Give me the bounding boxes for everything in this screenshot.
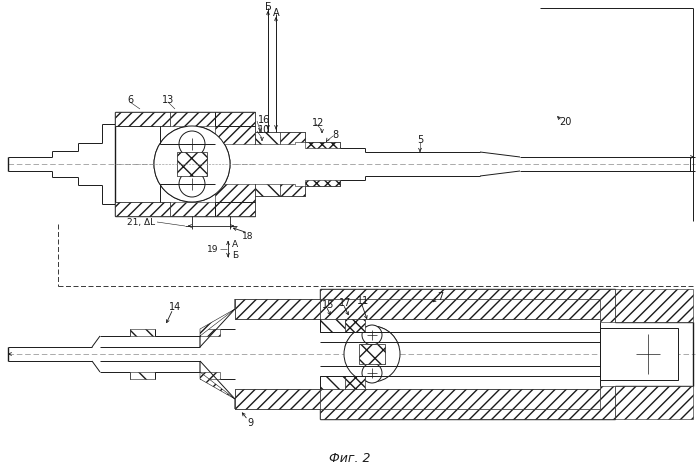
Polygon shape bbox=[280, 185, 305, 197]
Bar bbox=[177, 153, 207, 177]
Polygon shape bbox=[320, 389, 600, 409]
Text: 15: 15 bbox=[322, 299, 334, 309]
Text: 11: 11 bbox=[357, 296, 369, 306]
Text: Б: Б bbox=[265, 2, 271, 12]
Text: 18: 18 bbox=[243, 232, 254, 241]
Bar bbox=[600, 328, 678, 380]
Bar bbox=[359, 344, 385, 364]
Polygon shape bbox=[200, 329, 220, 336]
Text: 12: 12 bbox=[312, 118, 324, 128]
Polygon shape bbox=[130, 372, 155, 379]
Text: Б: Б bbox=[232, 250, 238, 259]
Text: Фиг. 2: Фиг. 2 bbox=[329, 452, 370, 465]
Circle shape bbox=[362, 363, 382, 383]
Polygon shape bbox=[215, 113, 255, 145]
Text: 14: 14 bbox=[169, 301, 181, 311]
Polygon shape bbox=[235, 299, 320, 319]
Circle shape bbox=[154, 127, 230, 203]
Polygon shape bbox=[615, 289, 693, 322]
Polygon shape bbox=[255, 185, 280, 197]
Polygon shape bbox=[345, 319, 365, 332]
Polygon shape bbox=[305, 143, 340, 149]
Text: 6: 6 bbox=[127, 95, 133, 105]
Text: 7: 7 bbox=[437, 291, 443, 301]
Polygon shape bbox=[305, 180, 340, 187]
Text: 19: 19 bbox=[206, 245, 218, 254]
Polygon shape bbox=[130, 329, 155, 336]
Polygon shape bbox=[320, 289, 615, 322]
Polygon shape bbox=[615, 386, 693, 419]
Text: 5: 5 bbox=[417, 135, 423, 145]
Polygon shape bbox=[170, 203, 215, 217]
Text: А: А bbox=[232, 240, 238, 249]
Circle shape bbox=[344, 327, 400, 382]
Polygon shape bbox=[320, 386, 615, 419]
Circle shape bbox=[362, 325, 382, 345]
Text: 21, ΔL: 21, ΔL bbox=[127, 218, 155, 227]
Polygon shape bbox=[235, 389, 320, 409]
Polygon shape bbox=[320, 319, 345, 332]
Polygon shape bbox=[320, 299, 600, 319]
Text: 10: 10 bbox=[258, 125, 271, 135]
Polygon shape bbox=[170, 113, 215, 127]
Text: 13: 13 bbox=[162, 95, 174, 105]
Text: А: А bbox=[273, 8, 280, 18]
Polygon shape bbox=[200, 299, 235, 347]
Polygon shape bbox=[115, 113, 170, 127]
Polygon shape bbox=[255, 133, 280, 145]
Polygon shape bbox=[345, 376, 365, 389]
Polygon shape bbox=[115, 203, 170, 217]
Text: 17: 17 bbox=[339, 298, 351, 307]
Text: 16: 16 bbox=[258, 115, 271, 125]
Text: 8: 8 bbox=[332, 130, 338, 140]
Text: 20: 20 bbox=[559, 117, 571, 127]
Circle shape bbox=[179, 172, 205, 198]
Polygon shape bbox=[280, 133, 305, 145]
Text: 9: 9 bbox=[247, 417, 253, 427]
Polygon shape bbox=[320, 376, 345, 389]
Circle shape bbox=[179, 132, 205, 158]
Polygon shape bbox=[200, 372, 220, 379]
Polygon shape bbox=[200, 361, 235, 409]
Polygon shape bbox=[215, 185, 255, 217]
